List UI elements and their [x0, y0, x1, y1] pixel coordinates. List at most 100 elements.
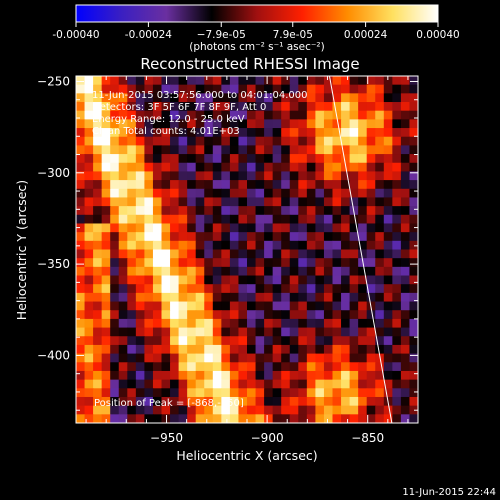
heatmap-cell	[392, 206, 402, 216]
heatmap-cell	[118, 119, 128, 129]
heatmap-cell	[204, 344, 214, 355]
heatmap-cell	[383, 206, 393, 216]
heatmap-cell	[161, 84, 171, 94]
heatmap-cell	[358, 310, 368, 320]
heatmap-cell	[289, 396, 299, 407]
heatmap-cell	[195, 188, 205, 199]
heatmap-cell	[221, 258, 231, 268]
heatmap-cell	[366, 249, 376, 259]
heatmap-cell	[187, 379, 197, 389]
heatmap-cell	[247, 119, 257, 129]
heatmap-cell	[110, 206, 120, 216]
heatmap-cell	[366, 84, 376, 94]
heatmap-cell	[341, 353, 351, 363]
heatmap-cell	[170, 171, 180, 181]
heatmap-cell	[332, 249, 342, 259]
heatmap-cell	[409, 353, 418, 363]
heatmap-cell	[127, 396, 137, 407]
heatmap-cell	[383, 162, 393, 173]
heatmap-cell	[84, 258, 94, 268]
heatmap-cell	[323, 197, 334, 207]
heatmap-cell	[358, 318, 368, 329]
heatmap-cell	[118, 327, 128, 337]
heatmap-cell	[366, 405, 376, 415]
heatmap-cell	[306, 327, 316, 337]
heatmap-cell	[272, 258, 282, 268]
heatmap-cell	[349, 145, 359, 155]
heatmap-cell	[195, 336, 205, 346]
heatmap-cell	[366, 292, 376, 303]
heatmap-cell	[135, 240, 145, 251]
heatmap-cell	[152, 102, 163, 112]
heatmap-cell	[178, 310, 188, 320]
heatmap-cell	[212, 266, 222, 277]
heatmap-cell	[323, 370, 334, 381]
heatmap-cell	[152, 93, 163, 103]
heatmap-cell	[392, 102, 402, 112]
heatmap-cell	[289, 336, 299, 346]
heatmap-cell	[178, 414, 188, 423]
heatmap-cell	[383, 214, 393, 225]
heatmap-cell	[383, 405, 393, 415]
heatmap-cell	[298, 379, 308, 389]
heatmap-cell	[221, 171, 231, 181]
heatmap-cell	[238, 76, 248, 86]
heatmap-cell	[221, 414, 231, 423]
heatmap-cell	[392, 292, 402, 303]
heatmap-cell	[366, 110, 376, 120]
heatmap-cell	[135, 223, 145, 233]
heatmap-cell	[187, 110, 197, 120]
heatmap-cell	[110, 275, 120, 285]
heatmap-cell	[383, 292, 393, 303]
colorbar-tick-label: 0.00040	[416, 29, 459, 41]
heatmap-cell	[358, 388, 368, 398]
heatmap-cell	[93, 370, 103, 381]
heatmap-cell	[76, 336, 86, 346]
heatmap-cell	[332, 258, 342, 268]
heatmap-cell	[281, 370, 291, 381]
heatmap-cell	[409, 188, 418, 199]
heatmap-cell	[178, 171, 188, 181]
heatmap-cell	[247, 258, 257, 268]
heatmap-cell	[281, 206, 291, 216]
heatmap-cell	[332, 284, 342, 294]
heatmap-cell	[144, 180, 154, 190]
heatmap-cell	[247, 301, 257, 311]
heatmap-cell	[195, 370, 205, 381]
heatmap-cell	[358, 76, 368, 86]
heatmap-cell	[84, 110, 94, 120]
heatmap-cell	[212, 102, 222, 112]
heatmap-cell	[349, 84, 359, 94]
heatmap-cell	[281, 214, 291, 225]
heatmap-cell	[195, 405, 205, 415]
heatmap-cell	[349, 353, 359, 363]
heatmap-cell	[212, 284, 222, 294]
heatmap-cell	[392, 336, 402, 346]
heatmap-cell	[152, 388, 163, 398]
heatmap-cell	[238, 223, 248, 233]
heatmap-cell	[375, 197, 385, 207]
heatmap-cell	[195, 310, 205, 320]
heatmap-cell	[204, 327, 214, 337]
heatmap-cell	[272, 327, 282, 337]
heatmap-cell	[247, 188, 257, 199]
heatmap-cell	[281, 336, 291, 346]
heatmap-cell	[212, 344, 222, 355]
heatmap-cell	[195, 240, 205, 251]
heatmap-cell	[76, 327, 86, 337]
heatmap-cell	[178, 214, 188, 225]
heatmap-cell	[400, 310, 411, 320]
heatmap-cell	[118, 110, 128, 120]
heatmap-cell	[212, 84, 222, 94]
heatmap-cell	[409, 336, 418, 346]
heatmap-cell	[315, 180, 325, 190]
heatmap-cell	[84, 362, 94, 372]
heatmap-cell	[212, 128, 222, 138]
heatmap-cell	[144, 136, 154, 147]
heatmap-cell	[212, 301, 222, 311]
heatmap-cell	[84, 206, 94, 216]
heatmap-cell	[255, 188, 265, 199]
heatmap-cell	[152, 414, 163, 423]
heatmap-cell	[84, 214, 94, 225]
